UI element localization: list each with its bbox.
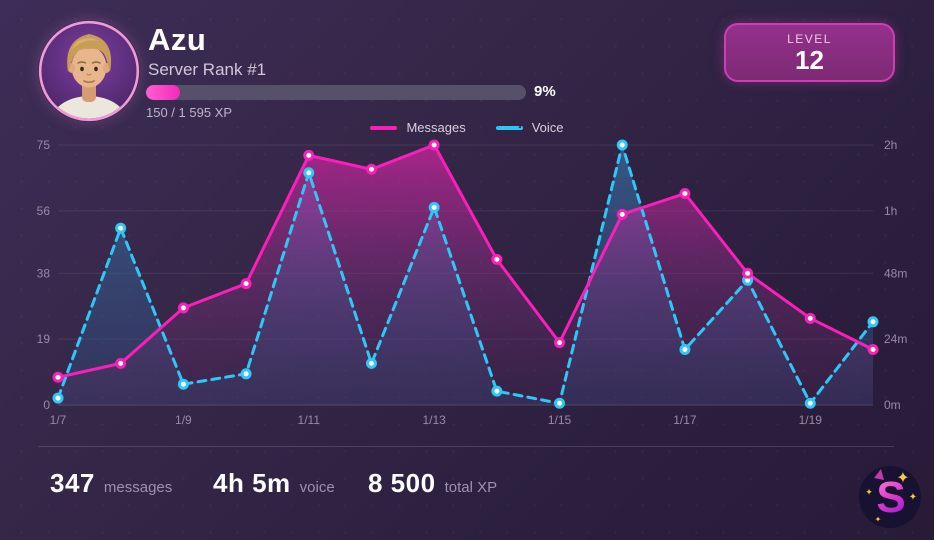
y-axis-tick-right: 0m [884,398,901,412]
voice-point [554,397,566,409]
voice-point [365,357,377,369]
messages-line [56,143,875,379]
star-icon: ✦ [865,487,873,497]
stat-voice-label: voice [299,479,335,496]
y-axis-tick-right: 24m [884,332,907,346]
star-icon: ✦ [909,492,917,503]
x-axis-tick: 1/19 [799,413,823,427]
server-rank-subtitle: Server Rank #1 [148,60,267,79]
bot-logo: S ✦ ✦ ✦ ✦ [857,464,923,530]
voice-point [177,378,189,390]
avatar-illustration [38,20,140,122]
y-axis-tick-right: 1h [884,204,897,218]
party-hat-icon [874,469,884,480]
y-axis-tick-right: 48m [884,266,907,280]
messages-point [867,344,879,356]
voice-point [679,344,691,356]
stat-total-xp-label: total XP [444,479,498,496]
x-axis-tick: 1/11 [298,413,321,427]
x-axis-tick: 1/17 [673,413,697,427]
messages-point [365,163,377,175]
logo-letter: S [876,473,905,522]
stat-total-xp: 8 500 total XP [368,468,497,499]
legend-item-messages: Messages [370,120,466,135]
level-badge: LEVEL 12 [724,23,895,82]
stat-messages-value: 347 [50,468,95,498]
messages-point [491,253,503,265]
y-axis-tick-left: 75 [37,138,51,152]
voice-point [491,385,503,397]
voice-point [52,392,64,404]
stat-voice: 4h 5m voice [213,468,335,499]
messages-area-fill [58,145,873,405]
messages-point [616,208,628,220]
messages-point [679,188,691,200]
stat-messages: 347 messages [50,468,172,499]
stat-voice-value: 4h 5m [213,468,291,498]
footer-divider [38,446,894,447]
voice-point [616,139,628,151]
messages-point [804,312,816,324]
legend-item-voice: Voice [495,120,564,135]
x-axis-tick: 1/7 [50,413,67,427]
xp-percent-label: 9% [534,83,556,100]
chart-legend: Messages Voice [0,120,934,135]
x-axis-tick: 1/13 [422,413,446,427]
xp-progress-fill [146,85,181,100]
level-value: 12 [795,44,824,75]
messages-line-swatch [370,125,398,130]
voice-point [804,397,816,409]
y-axis-tick-left: 56 [37,204,51,218]
star-icon: ✦ [896,470,909,487]
x-axis-tick: 1/9 [175,413,192,427]
stat-messages-label: messages [103,479,173,496]
y-axis-tick-right: 2h [884,138,897,152]
username: Azu [148,22,207,57]
level-caption: LEVEL [787,31,832,46]
voice-point [115,222,127,234]
voice-point [867,316,879,328]
avatar [38,20,140,122]
y-axis-tick-left: 38 [37,266,51,280]
legend-label-voice: Voice [531,120,564,135]
xp-count-label: 150 / 1 595 XP [146,105,233,120]
star-icon: ✦ [875,515,882,524]
messages-point [115,357,127,369]
voice-point [428,201,440,213]
messages-point [303,149,315,161]
x-axis-tick: 1/15 [548,413,572,427]
voice-point [240,368,252,380]
voice-point [303,167,315,179]
messages-point [240,278,252,290]
legend-label-messages: Messages [406,120,466,135]
stat-total-xp-value: 8 500 [368,468,436,498]
y-axis-tick-left: 19 [37,332,51,346]
xp-progress-bar [146,85,526,100]
voice-line-swatch [495,125,523,130]
messages-point [554,337,566,349]
voice-line [56,143,875,405]
messages-point [428,139,440,151]
bot-logo-icon: S ✦ ✦ ✦ ✦ [859,466,921,528]
y-axis-tick-left: 0 [43,398,50,412]
messages-point [177,302,189,314]
messages-point [52,371,64,383]
messages-point [742,267,754,279]
